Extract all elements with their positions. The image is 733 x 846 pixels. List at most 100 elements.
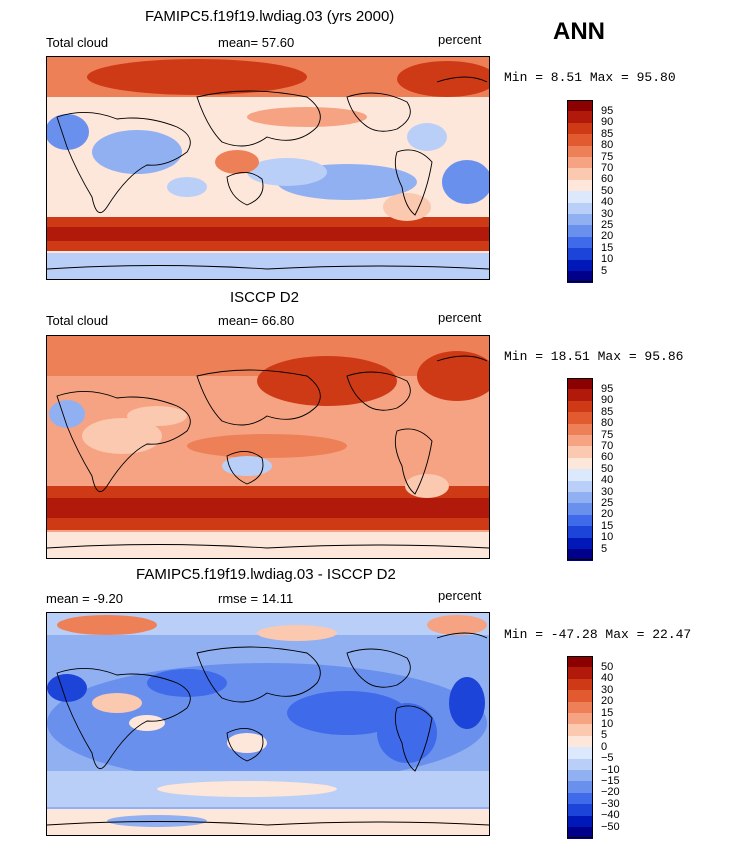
colorbar-box xyxy=(567,656,593,839)
colorbar-tick-label: 40 xyxy=(601,196,614,209)
colorbar-swatch xyxy=(567,225,593,238)
colorbar-swatch xyxy=(567,191,593,204)
colorbar-tick-label: 95 xyxy=(601,382,614,395)
colorbar-swatch xyxy=(567,248,593,261)
colorbar-tick-label: 25 xyxy=(601,218,614,231)
colorbar-tick-label: 30 xyxy=(601,207,614,220)
colorbar-swatch xyxy=(567,770,593,782)
colorbar-swatch xyxy=(567,236,593,249)
colorbar-tick-label: 95 xyxy=(601,104,614,117)
colorbar-swatch xyxy=(567,435,593,447)
colorbar-tick-label: 80 xyxy=(601,417,614,430)
colorbar-swatch xyxy=(567,713,593,725)
colorbar-swatch xyxy=(567,168,593,181)
colorbar-swatch xyxy=(567,100,593,112)
colorbar-swatch xyxy=(567,480,593,493)
variable-label: Total cloud xyxy=(46,313,109,328)
minmax-label: Min = -47.28 Max = 22.47 xyxy=(504,627,692,642)
colorbar-swatch xyxy=(567,815,593,828)
colorbar-tick-label: 0 xyxy=(601,740,608,753)
colorbar-tick-label: 40 xyxy=(601,672,614,685)
colorbar-swatch xyxy=(567,457,593,470)
colorbar-swatch xyxy=(567,145,593,158)
colorbar-swatch xyxy=(567,469,593,482)
mean-label: mean= 66.80 xyxy=(218,313,295,328)
colorbar-tick-label: 70 xyxy=(601,439,614,452)
colorbar-tick-label: 90 xyxy=(601,394,614,407)
colorbar-swatch xyxy=(567,423,593,436)
colorbar-swatch xyxy=(567,111,593,124)
season-label: ANN xyxy=(553,18,605,45)
colorbar-swatch xyxy=(567,122,593,135)
colorbar-tick-label: 60 xyxy=(601,451,614,464)
colorbar-tick-label: 85 xyxy=(601,405,614,418)
colorbar-tick-label: 30 xyxy=(601,683,614,696)
colorbar-tick-label: 30 xyxy=(601,485,614,498)
colorbar-swatch xyxy=(567,781,593,794)
colorbar-tick-label: 50 xyxy=(601,660,614,673)
colorbar-tick-label: 75 xyxy=(601,428,614,441)
colorbar-tick-label: 5 xyxy=(601,542,608,555)
colorbar-tick-label: 40 xyxy=(601,474,614,487)
colorbar-tick-label: 5 xyxy=(601,729,608,742)
map-model xyxy=(46,56,490,280)
colorbar-swatch xyxy=(567,202,593,215)
colorbar-tick-label: −15 xyxy=(601,774,620,787)
colorbar-tick-label: 70 xyxy=(601,161,614,174)
colorbar-swatch xyxy=(567,492,593,504)
colorbar-box xyxy=(567,100,593,283)
units-label: percent xyxy=(438,32,482,47)
colorbar-tick-label: 75 xyxy=(601,150,614,163)
rmse-label: rmse = 14.11 xyxy=(218,591,294,606)
units-label: percent xyxy=(438,588,482,603)
colorbar-tick-label: 20 xyxy=(601,695,614,708)
colorbar-swatch xyxy=(567,690,593,703)
colorbar-tick-label: 5 xyxy=(601,264,608,277)
colorbar-tick-label: 15 xyxy=(601,519,614,532)
colorbar-tick-label: 20 xyxy=(601,508,614,521)
map-difference xyxy=(46,612,490,836)
colorbar-swatch xyxy=(567,503,593,516)
mean-label: mean = -9.20 xyxy=(46,591,123,606)
colorbar-swatch xyxy=(567,678,593,691)
colorbar-tick-label: 80 xyxy=(601,139,614,152)
colorbar-tick-label: 15 xyxy=(601,706,614,719)
colorbar-box xyxy=(567,378,593,561)
colorbar-tick-label: 50 xyxy=(601,462,614,475)
colorbar-swatch xyxy=(567,804,593,817)
colorbar-tick-label: −40 xyxy=(601,809,620,822)
map-observation xyxy=(46,335,490,559)
colorbar-tick-label: −50 xyxy=(601,820,620,833)
colorbar-swatch xyxy=(567,412,593,425)
colorbar-swatch xyxy=(567,259,593,272)
variable-label: Total cloud xyxy=(46,35,109,50)
panel-title: ISCCP D2 xyxy=(230,289,299,306)
colorbar-swatch xyxy=(567,446,593,459)
colorbar-swatch xyxy=(567,134,593,147)
colorbar-tick-label: −5 xyxy=(601,752,614,765)
colorbar-swatch xyxy=(567,271,593,283)
colorbar-tick-label: −20 xyxy=(601,786,620,799)
minmax-label: Min = 8.51 Max = 95.80 xyxy=(504,70,676,85)
colorbar-swatch xyxy=(567,701,593,714)
colorbar-tick-label: −10 xyxy=(601,763,620,776)
colorbar-swatch xyxy=(567,735,593,748)
colorbar-tick-label: 90 xyxy=(601,116,614,129)
colorbar-swatch xyxy=(567,827,593,839)
colorbar-swatch xyxy=(567,179,593,192)
colorbar-swatch xyxy=(567,157,593,169)
colorbar-swatch xyxy=(567,526,593,539)
colorbar-swatch xyxy=(567,378,593,390)
units-label: percent xyxy=(438,310,482,325)
colorbar-tick-label: 85 xyxy=(601,127,614,140)
colorbar-swatch xyxy=(567,537,593,550)
panel-title: FAMIPC5.f19f19.lwdiag.03 - ISCCP D2 xyxy=(136,566,396,583)
panel-title: FAMIPC5.f19f19.lwdiag.03 (yrs 2000) xyxy=(145,8,395,25)
colorbar-swatch xyxy=(567,792,593,805)
colorbar-swatch xyxy=(567,214,593,226)
colorbar-swatch xyxy=(567,724,593,737)
colorbar-swatch xyxy=(567,514,593,527)
colorbar-swatch xyxy=(567,747,593,760)
colorbar-tick-label: 25 xyxy=(601,496,614,509)
colorbar-swatch xyxy=(567,758,593,771)
